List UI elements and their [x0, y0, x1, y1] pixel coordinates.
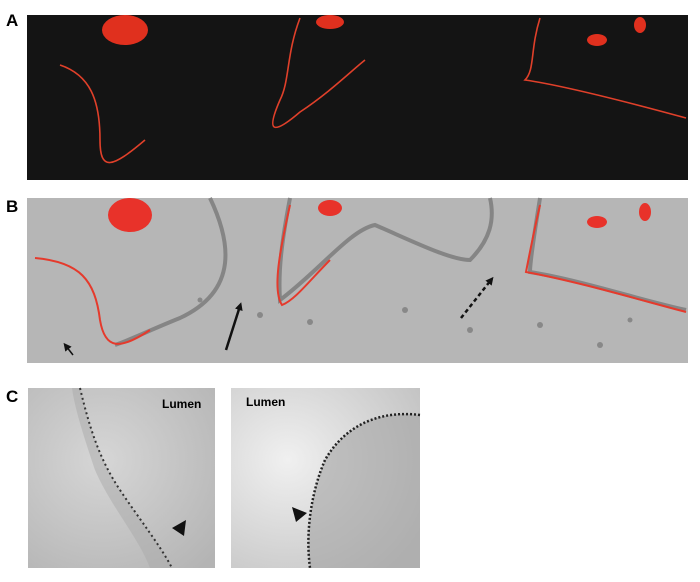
red-signal: [102, 15, 646, 46]
panel-a: [27, 15, 688, 180]
histology-image: [28, 388, 215, 568]
panel-label: A: [6, 11, 18, 30]
arrowhead: [63, 342, 74, 356]
tissue-edge: [59, 17, 687, 164]
red-signal: [108, 198, 651, 232]
arrow: [224, 302, 243, 351]
lumen-label: Lumen: [162, 397, 201, 411]
panel-b: [27, 197, 688, 363]
dashed-arrow: [460, 276, 494, 319]
panel-label: B: [6, 197, 18, 216]
arrowhead: [172, 520, 186, 536]
cells: [197, 297, 633, 348]
panel-c-right: Lumen: [231, 388, 421, 569]
arrowhead: [292, 507, 307, 522]
stained-edge: [79, 387, 173, 569]
panel-c-left: Lumen: [28, 387, 215, 569]
tissue: [72, 388, 215, 568]
tissue: [308, 414, 420, 568]
tissue-edge: [34, 204, 687, 345]
panel-label: C: [6, 387, 18, 406]
lumen-label: Lumen: [246, 395, 285, 409]
